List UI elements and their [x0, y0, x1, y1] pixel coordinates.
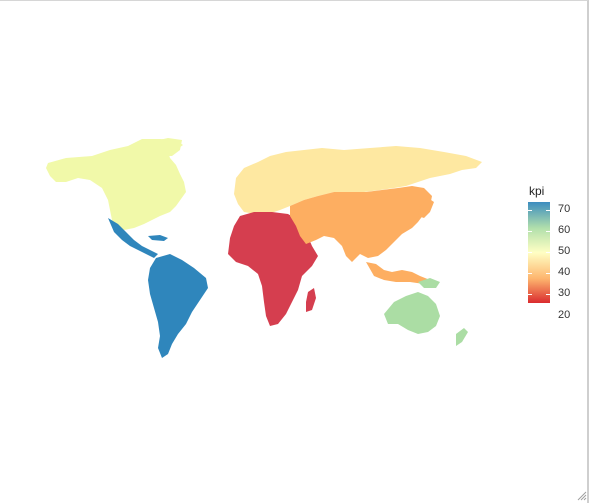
legend-title: kpi [529, 184, 545, 198]
legend-tick-left [528, 252, 532, 253]
legend-label-50: 50 [558, 245, 571, 257]
region-south-america[interactable] [148, 254, 208, 358]
legend-tick-right [546, 252, 550, 253]
legend-tick-left [528, 231, 532, 232]
region-caribbean[interactable] [148, 235, 168, 241]
legend-tick-right [546, 231, 550, 232]
legend-label-40: 40 [558, 266, 571, 278]
legend-tick-left [528, 294, 532, 295]
legend: kpi 70 60 50 40 30 20 [526, 184, 586, 324]
region-japan[interactable] [418, 198, 434, 218]
legend-label-30: 30 [558, 287, 571, 299]
region-new-guinea[interactable] [418, 278, 440, 288]
legend-tick-right [546, 273, 550, 274]
region-new-zealand[interactable] [456, 328, 468, 346]
legend-label-20: 20 [558, 309, 571, 321]
region-australia[interactable] [384, 292, 440, 334]
region-asia[interactable] [290, 186, 432, 262]
legend-colorbar [528, 202, 550, 303]
region-africa[interactable] [228, 212, 318, 326]
region-greenland[interactable] [150, 138, 182, 156]
region-north-america[interactable] [46, 139, 186, 230]
region-southeast-asia[interactable] [366, 262, 430, 284]
legend-tick-right [546, 210, 550, 211]
legend-tick-right [546, 294, 550, 295]
legend-tick-left [528, 273, 532, 274]
legend-label-70: 70 [558, 203, 571, 215]
legend-tick-left [528, 210, 532, 211]
region-europe-russia[interactable] [234, 146, 482, 214]
region-central-america[interactable] [108, 218, 158, 258]
legend-label-60: 60 [558, 224, 571, 236]
resize-grip-icon[interactable] [575, 489, 587, 501]
region-madagascar[interactable] [306, 288, 316, 312]
